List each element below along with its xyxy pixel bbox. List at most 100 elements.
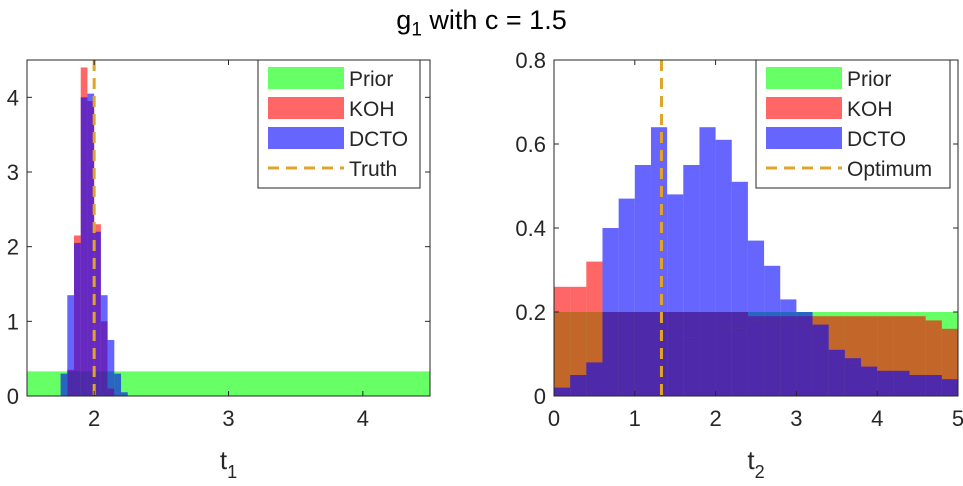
dcto-bar	[667, 324, 684, 396]
dcto-bar	[94, 231, 101, 396]
title-rest: with c = 1.5	[421, 5, 567, 35]
dcto-bar	[618, 333, 635, 396]
y-tick-label: 0	[7, 384, 19, 409]
legend: Prior KOH DCTO Truth	[257, 59, 421, 189]
dcto-bar	[747, 240, 765, 321]
dcto-bar	[812, 324, 829, 346]
dcto-bar	[618, 198, 635, 333]
title-subscript: 1	[411, 19, 422, 41]
x-tick-label: 4	[871, 406, 883, 431]
dcto-bar	[828, 349, 845, 354]
dcto-bar	[114, 373, 122, 396]
koh-bar	[570, 286, 587, 396]
dcto-bar	[747, 320, 765, 396]
dcto-bar	[796, 324, 813, 396]
x-axis-label: t2	[747, 445, 764, 482]
dcto-bar	[87, 93, 95, 396]
dcto-bar	[893, 370, 910, 375]
dcto-bar	[731, 328, 748, 396]
x-tick-label: 2	[709, 406, 721, 431]
y-tick-label: 1	[7, 309, 19, 334]
x-tick-label: 5	[952, 406, 963, 431]
y-tick-label: 0.2	[515, 300, 546, 325]
y-tick-label: 0.6	[515, 132, 546, 157]
dcto-bar	[925, 375, 942, 396]
legend-swatch	[268, 127, 344, 149]
chart-1: 2 3 4 0 1 2 3 4 t1 Prior KOH DCTO Truth	[7, 59, 431, 482]
dcto-bar	[634, 165, 651, 333]
title-main: g	[396, 5, 412, 35]
dcto-bar	[812, 345, 829, 396]
dcto-bar	[683, 337, 700, 396]
dcto-bar	[634, 333, 651, 396]
legend: Prior KOH DCTO Optimum	[755, 59, 951, 189]
legend-label: KOH	[349, 98, 395, 121]
legend-label: DCTO	[349, 128, 408, 151]
dcto-bar	[683, 165, 700, 338]
figure-title: g1 with c = 1.5	[0, 0, 963, 46]
x-tick-label: 0	[548, 406, 560, 431]
bars	[27, 67, 430, 396]
dcto-bar	[586, 362, 603, 396]
legend-label: DCTO	[847, 128, 906, 151]
bars	[554, 127, 958, 396]
dcto-bar	[602, 333, 619, 396]
dcto-bar	[570, 375, 587, 396]
y-tick-label: 3	[7, 160, 19, 185]
legend-label: Truth	[349, 158, 397, 181]
dcto-bar	[796, 312, 813, 325]
legend-label: KOH	[847, 98, 893, 121]
legend-swatch	[766, 127, 842, 149]
x-tick-label: 2	[88, 406, 100, 431]
legend-label: Optimum	[847, 158, 932, 181]
dcto-bar	[80, 97, 88, 396]
dcto-bar	[715, 139, 732, 325]
legend-label: Prior	[847, 68, 891, 91]
dcto-bar	[828, 354, 845, 396]
y-tick-label: 0	[534, 384, 546, 409]
x-tick-label: 1	[629, 406, 641, 431]
dcto-bar	[909, 375, 926, 396]
y-tick-label: 2	[7, 235, 19, 260]
x-tick-label: 3	[222, 406, 234, 431]
dcto-bar	[650, 333, 668, 396]
dcto-bar	[893, 375, 910, 396]
dcto-bar	[699, 312, 716, 396]
dcto-bar	[715, 324, 732, 396]
legend-label: Prior	[349, 68, 393, 91]
dcto-bar	[941, 379, 958, 396]
dcto-bar	[844, 362, 862, 396]
dcto-bar	[121, 392, 128, 396]
dcto-bar	[780, 324, 797, 396]
y-tick-label: 0.8	[515, 48, 546, 73]
y-tick-label: 0.4	[515, 216, 546, 241]
legend-swatch	[268, 67, 344, 89]
dcto-bar	[764, 324, 781, 396]
dcto-bar	[107, 340, 115, 396]
legend-swatch	[766, 67, 842, 89]
x-axis-label: t1	[220, 445, 237, 482]
dcto-bar	[554, 387, 571, 396]
dcto-bar	[861, 366, 878, 396]
legend-swatch	[268, 97, 344, 119]
dcto-bar	[731, 181, 748, 329]
dcto-bar	[100, 295, 108, 396]
legend-swatch	[766, 97, 842, 119]
y-tick-label: 4	[7, 85, 19, 110]
dcto-bar	[60, 373, 68, 396]
dcto-bar	[699, 127, 716, 312]
chart-2: 0 1 2 3 4 5 0 0.2 0.4 0.6 0.8 t2 Prior KOH DCTO Optimum	[515, 48, 963, 482]
dcto-bar	[764, 265, 781, 325]
dcto-bar	[667, 194, 684, 325]
x-tick-label: 3	[790, 406, 802, 431]
dcto-bar	[780, 299, 797, 325]
dcto-bar	[877, 370, 894, 375]
x-tick-label: 4	[357, 406, 369, 431]
dcto-bar	[602, 228, 619, 333]
dcto-bar	[877, 375, 894, 396]
dcto-bar	[74, 242, 81, 396]
koh-bar	[554, 286, 571, 396]
dcto-bar	[844, 358, 862, 363]
